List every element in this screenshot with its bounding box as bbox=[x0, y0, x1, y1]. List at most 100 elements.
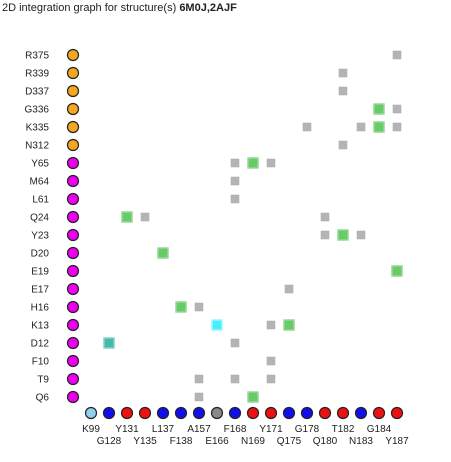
cell-K335-N183[interactable] bbox=[356, 122, 366, 132]
col-node-N183[interactable] bbox=[354, 406, 368, 420]
cell-E17-Q175[interactable] bbox=[284, 284, 294, 294]
row-label-R375: R375 bbox=[25, 51, 49, 62]
row-node-R375[interactable] bbox=[66, 48, 80, 62]
row-node-E17[interactable] bbox=[66, 282, 80, 296]
cell-Y23-T182[interactable] bbox=[337, 229, 349, 241]
col-node-A157[interactable] bbox=[192, 406, 206, 420]
col-label-Y131: Y131 bbox=[115, 424, 139, 435]
col-node-N169[interactable] bbox=[246, 406, 260, 420]
cell-K335-G184[interactable] bbox=[373, 121, 385, 133]
col-node-F138[interactable] bbox=[174, 406, 188, 420]
row-node-M64[interactable] bbox=[66, 174, 80, 188]
row-node-Q6[interactable] bbox=[66, 390, 80, 404]
cell-H16-A157[interactable] bbox=[194, 302, 204, 312]
col-node-Y187[interactable] bbox=[390, 406, 404, 420]
cell-G336-Y187[interactable] bbox=[392, 104, 402, 114]
col-node-G184[interactable] bbox=[372, 406, 386, 420]
row-label-D12: D12 bbox=[31, 339, 50, 350]
col-label-F138: F138 bbox=[170, 436, 193, 447]
row-node-T9[interactable] bbox=[66, 372, 80, 386]
cell-K13-Y171[interactable] bbox=[266, 320, 276, 330]
row-node-Y65[interactable] bbox=[66, 156, 80, 170]
col-node-L137[interactable] bbox=[156, 406, 170, 420]
col-label-T182: T182 bbox=[332, 424, 355, 435]
col-node-Q175[interactable] bbox=[282, 406, 296, 420]
row-node-K335[interactable] bbox=[66, 120, 80, 134]
cell-Y65-Y171[interactable] bbox=[266, 158, 276, 168]
col-node-Y131[interactable] bbox=[120, 406, 134, 420]
row-label-F10: F10 bbox=[32, 357, 50, 368]
cell-R339-T182[interactable] bbox=[338, 68, 348, 78]
row-label-D20: D20 bbox=[31, 249, 50, 260]
col-node-K99[interactable] bbox=[84, 406, 98, 420]
cell-D20-L137[interactable] bbox=[157, 247, 169, 259]
row-label-E17: E17 bbox=[31, 285, 49, 296]
cell-K13-E166[interactable] bbox=[211, 319, 223, 331]
cell-Y23-N183[interactable] bbox=[356, 230, 366, 240]
title-prefix: 2D integration graph for structure(s) bbox=[2, 2, 177, 14]
cell-Y65-F168[interactable] bbox=[230, 158, 240, 168]
row-label-L61: L61 bbox=[32, 195, 49, 206]
cell-R375-Y187[interactable] bbox=[392, 50, 402, 60]
row-node-F10[interactable] bbox=[66, 354, 80, 368]
col-label-G184: G184 bbox=[367, 424, 392, 435]
row-label-R339: R339 bbox=[25, 69, 49, 80]
cell-E19-Y187[interactable] bbox=[391, 265, 403, 277]
row-node-K13[interactable] bbox=[66, 318, 80, 332]
row-node-N312[interactable] bbox=[66, 138, 80, 152]
cell-K335-G178[interactable] bbox=[302, 122, 312, 132]
cell-D12-F168[interactable] bbox=[230, 338, 240, 348]
row-node-D337[interactable] bbox=[66, 84, 80, 98]
cell-T9-A157[interactable] bbox=[194, 374, 204, 384]
row-node-D12[interactable] bbox=[66, 336, 80, 350]
cell-L61-F168[interactable] bbox=[230, 194, 240, 204]
col-node-F168[interactable] bbox=[228, 406, 242, 420]
cell-D12-G128[interactable] bbox=[103, 337, 115, 349]
row-node-Y23[interactable] bbox=[66, 228, 80, 242]
cell-Q6-A157[interactable] bbox=[194, 392, 204, 402]
col-label-Y171: Y171 bbox=[259, 424, 283, 435]
cell-Q24-Y135[interactable] bbox=[140, 212, 150, 222]
cell-K13-Q175[interactable] bbox=[283, 319, 295, 331]
title-structures: 6M0J,2AJF bbox=[179, 2, 237, 14]
col-node-Y135[interactable] bbox=[138, 406, 152, 420]
row-node-D20[interactable] bbox=[66, 246, 80, 260]
cell-F10-Y171[interactable] bbox=[266, 356, 276, 366]
cell-D337-T182[interactable] bbox=[338, 86, 348, 96]
cell-Q6-N169[interactable] bbox=[247, 391, 259, 403]
col-node-Q180[interactable] bbox=[318, 406, 332, 420]
cell-Y23-Q180[interactable] bbox=[320, 230, 330, 240]
row-label-Y23: Y23 bbox=[31, 231, 49, 242]
row-label-G336: G336 bbox=[25, 105, 50, 116]
cell-Q24-Q180[interactable] bbox=[320, 212, 330, 222]
row-node-G336[interactable] bbox=[66, 102, 80, 116]
row-node-Q24[interactable] bbox=[66, 210, 80, 224]
col-label-K99: K99 bbox=[82, 424, 100, 435]
cell-Y65-N169[interactable] bbox=[247, 157, 259, 169]
cell-K335-Y187[interactable] bbox=[392, 122, 402, 132]
row-node-E19[interactable] bbox=[66, 264, 80, 278]
row-label-N312: N312 bbox=[25, 141, 49, 152]
row-node-H16[interactable] bbox=[66, 300, 80, 314]
cell-G336-G184[interactable] bbox=[373, 103, 385, 115]
col-node-G128[interactable] bbox=[102, 406, 116, 420]
col-label-G178: G178 bbox=[295, 424, 320, 435]
row-node-L61[interactable] bbox=[66, 192, 80, 206]
row-node-R339[interactable] bbox=[66, 66, 80, 80]
col-label-Q180: Q180 bbox=[313, 436, 338, 447]
col-label-N183: N183 bbox=[349, 436, 373, 447]
row-label-H16: H16 bbox=[31, 303, 50, 314]
cell-M64-F168[interactable] bbox=[230, 176, 240, 186]
col-node-Y171[interactable] bbox=[264, 406, 278, 420]
col-node-G178[interactable] bbox=[300, 406, 314, 420]
col-label-F168: F168 bbox=[224, 424, 247, 435]
cell-H16-F138[interactable] bbox=[175, 301, 187, 313]
col-node-T182[interactable] bbox=[336, 406, 350, 420]
cell-T9-Y171[interactable] bbox=[266, 374, 276, 384]
graph-title: 2D integration graph for structure(s) 6M… bbox=[2, 2, 237, 14]
col-label-Q175: Q175 bbox=[277, 436, 302, 447]
cell-Q24-Y131[interactable] bbox=[121, 211, 133, 223]
cell-T9-F168[interactable] bbox=[230, 374, 240, 384]
col-node-E166[interactable] bbox=[210, 406, 224, 420]
cell-N312-T182[interactable] bbox=[338, 140, 348, 150]
